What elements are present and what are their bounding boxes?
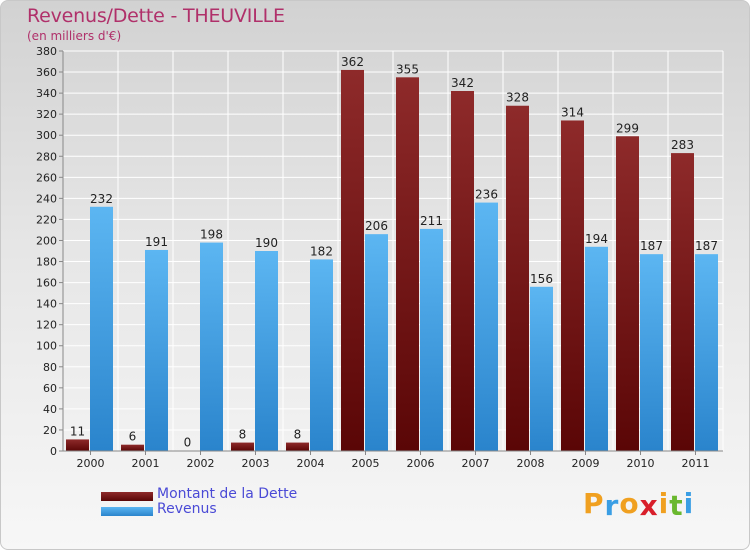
- chart-subtitle: (en milliers d'€): [27, 29, 122, 43]
- x-tick-label: 2006: [407, 457, 435, 470]
- y-tick-label: 320: [36, 108, 57, 121]
- x-tick-label: 2008: [517, 457, 545, 470]
- x-tick-label: 2005: [352, 457, 380, 470]
- y-tick-label: 140: [36, 298, 57, 311]
- y-tick-label: 180: [36, 256, 57, 269]
- y-tick-label: 340: [36, 87, 57, 100]
- revenue-value-label: 187: [695, 239, 718, 253]
- debt-value-label: 355: [396, 62, 419, 76]
- debt-bar: [341, 69, 364, 452]
- logo-letter: o: [619, 487, 640, 520]
- revenue-bar: [145, 249, 168, 451]
- y-tick-label: 160: [36, 277, 57, 290]
- revenue-value-label: 191: [145, 235, 168, 249]
- y-tick-label: 80: [43, 361, 57, 374]
- revenue-value-label: 190: [255, 236, 278, 250]
- legend-label-revenue: Revenus: [157, 501, 217, 517]
- debt-value-label: 0: [184, 436, 192, 450]
- revenue-value-label: 194: [585, 232, 608, 246]
- debt-bar: [66, 439, 89, 451]
- y-tick-label: 360: [36, 66, 57, 79]
- revenue-bar: [310, 259, 333, 451]
- revenue-bar: [255, 251, 278, 451]
- revenue-value-label: 198: [200, 228, 223, 242]
- debt-bar: [231, 442, 254, 451]
- debt-bar: [671, 153, 694, 451]
- debt-value-label: 11: [70, 424, 85, 438]
- logo-letter: P: [583, 487, 605, 520]
- revenue-bar: [640, 254, 663, 451]
- chart-title: Revenus/Dette - THEUVILLE: [27, 5, 285, 27]
- revenue-value-label: 236: [475, 188, 498, 202]
- y-tick-label: 280: [36, 150, 57, 163]
- x-tick-label: 2000: [77, 457, 105, 470]
- debt-bar: [121, 444, 144, 451]
- logo-letter: t: [669, 489, 684, 522]
- y-tick-label: 220: [36, 213, 57, 226]
- debt-bar: [506, 105, 529, 451]
- logo-letter: i: [658, 487, 670, 520]
- x-tick-label: 2004: [297, 457, 325, 470]
- y-tick-label: 380: [36, 45, 57, 58]
- debt-bar: [451, 91, 474, 451]
- revenue-value-label: 232: [90, 192, 113, 206]
- revenue-value-label: 182: [310, 244, 333, 258]
- debt-bar: [616, 136, 639, 451]
- revenue-bar: [695, 254, 718, 451]
- x-tick-label: 2007: [462, 457, 490, 470]
- y-tick-label: 60: [43, 382, 57, 395]
- legend-label-debt: Montant de la Dette: [157, 486, 298, 502]
- y-tick-label: 300: [36, 129, 57, 142]
- revenue-bar: [365, 234, 388, 451]
- y-tick-label: 20: [43, 424, 57, 437]
- x-tick-label: 2002: [187, 457, 215, 470]
- logo-letter: i: [683, 487, 695, 520]
- revenue-value-label: 187: [640, 239, 663, 253]
- debt-value-label: 283: [671, 138, 694, 152]
- revenue-bar: [200, 242, 223, 451]
- debt-value-label: 6: [129, 430, 137, 444]
- revenue-bar: [475, 202, 498, 451]
- revenue-bar: [530, 286, 553, 451]
- logo-letter: x: [639, 489, 659, 522]
- revenue-value-label: 156: [530, 272, 553, 286]
- debt-value-label: 314: [561, 105, 584, 119]
- debt-bar: [286, 442, 309, 451]
- revenue-bar: [420, 228, 443, 451]
- x-tick-label: 2009: [572, 457, 600, 470]
- revenue-value-label: 211: [420, 214, 443, 228]
- x-tick-label: 2011: [682, 457, 710, 470]
- debt-value-label: 299: [616, 121, 639, 135]
- x-tick-label: 2001: [132, 457, 160, 470]
- debt-value-label: 8: [294, 428, 302, 442]
- proxiti-logo: Proxiti: [583, 487, 695, 522]
- debt-bar: [561, 120, 584, 451]
- legend-swatch-revenue: [101, 507, 153, 516]
- y-tick-label: 120: [36, 319, 57, 332]
- debt-value-label: 362: [341, 55, 364, 69]
- revenue-value-label: 206: [365, 219, 388, 233]
- legend-swatch-debt: [101, 492, 153, 501]
- x-tick-label: 2003: [242, 457, 270, 470]
- y-tick-label: 200: [36, 234, 57, 247]
- y-tick-label: 260: [36, 171, 57, 184]
- x-tick-label: 2010: [627, 457, 655, 470]
- debt-value-label: 342: [451, 76, 474, 90]
- y-tick-label: 40: [43, 403, 57, 416]
- y-tick-label: 100: [36, 340, 57, 353]
- debt-bar: [396, 77, 419, 451]
- logo-letter: r: [604, 489, 620, 522]
- revenue-bar: [585, 246, 608, 451]
- y-tick-label: 0: [50, 445, 57, 458]
- debt-value-label: 8: [239, 428, 247, 442]
- y-tick-label: 240: [36, 192, 57, 205]
- debt-value-label: 328: [506, 91, 529, 105]
- revenue-bar: [90, 206, 113, 451]
